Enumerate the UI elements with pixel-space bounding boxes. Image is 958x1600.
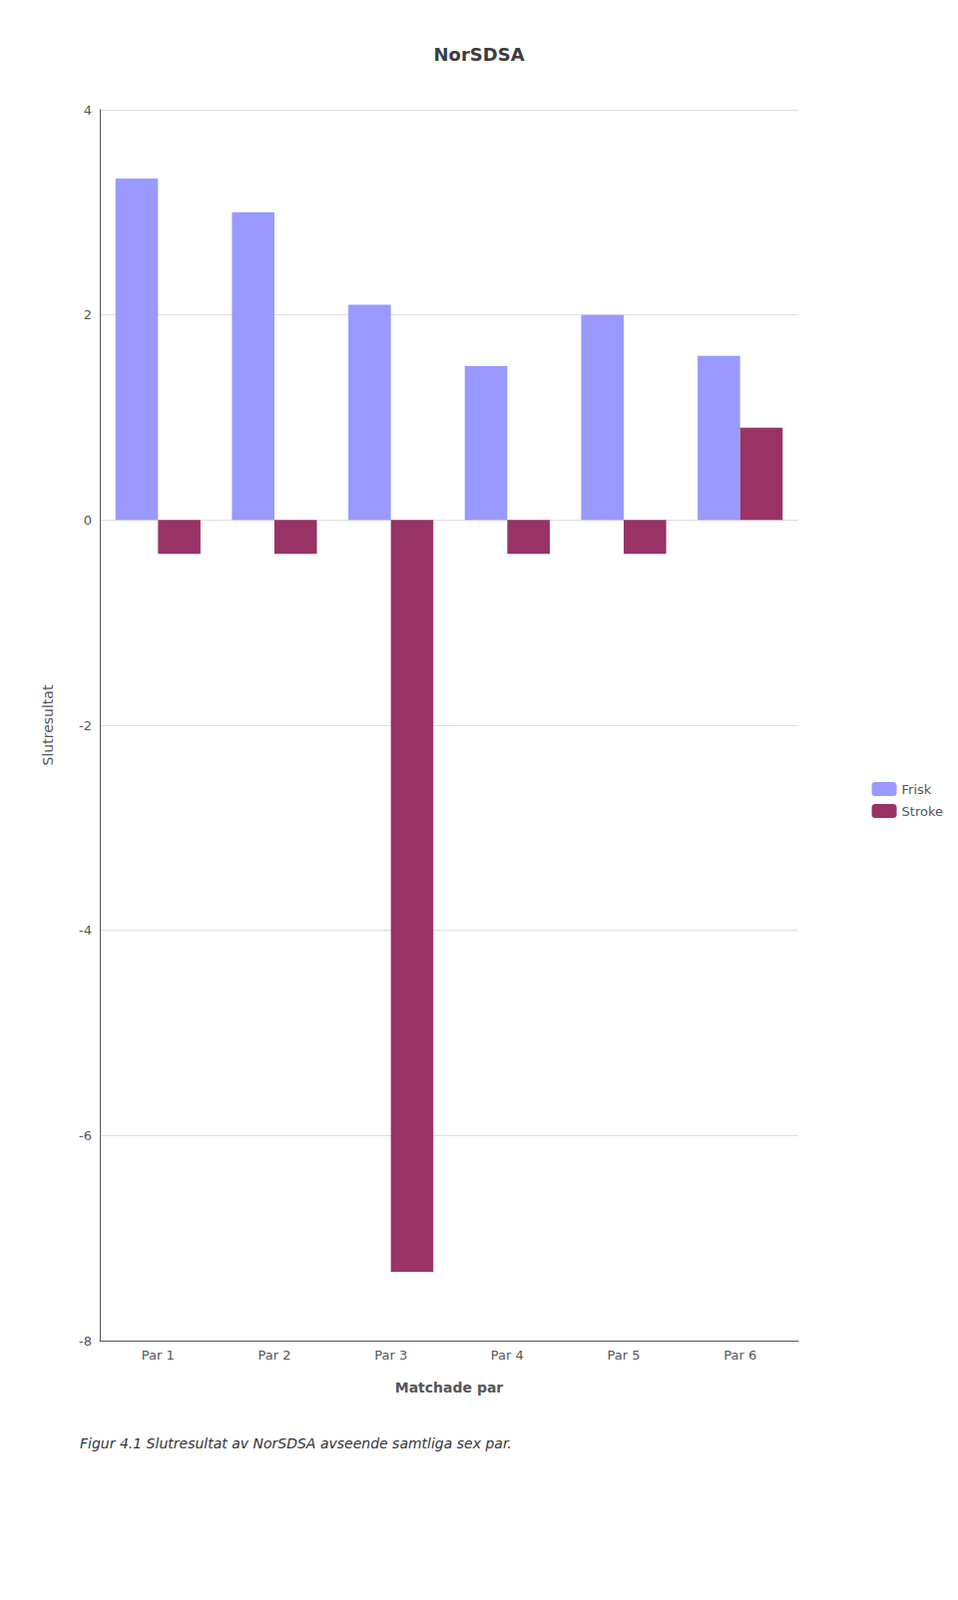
- svg-text:Par 6: Par 6: [723, 1348, 757, 1364]
- svg-text:Par 2: Par 2: [258, 1348, 292, 1364]
- svg-text:2: 2: [83, 307, 92, 323]
- svg-text:-6: -6: [78, 1128, 92, 1144]
- svg-text:0: 0: [83, 512, 92, 528]
- svg-text:Par 3: Par 3: [374, 1348, 408, 1364]
- svg-text:Frisk: Frisk: [902, 782, 933, 798]
- svg-text:-2: -2: [78, 718, 92, 734]
- svg-text:Par 4: Par 4: [490, 1348, 524, 1364]
- svg-text:Figur 4.1 Slutresultat av NorS: Figur 4.1 Slutresultat av NorSDSA avseen…: [79, 1436, 512, 1452]
- svg-text:-4: -4: [78, 923, 92, 939]
- svg-text:Par 5: Par 5: [607, 1348, 641, 1364]
- svg-text:-8: -8: [78, 1334, 92, 1350]
- svg-text:Matchade par: Matchade par: [395, 1380, 504, 1397]
- svg-text:Stroke: Stroke: [902, 804, 944, 820]
- svg-text:NorSDSA: NorSDSA: [433, 43, 524, 65]
- svg-text:Slutresultat: Slutresultat: [39, 684, 56, 766]
- svg-text:Par 1: Par 1: [141, 1348, 175, 1364]
- svg-text:4: 4: [83, 102, 92, 118]
